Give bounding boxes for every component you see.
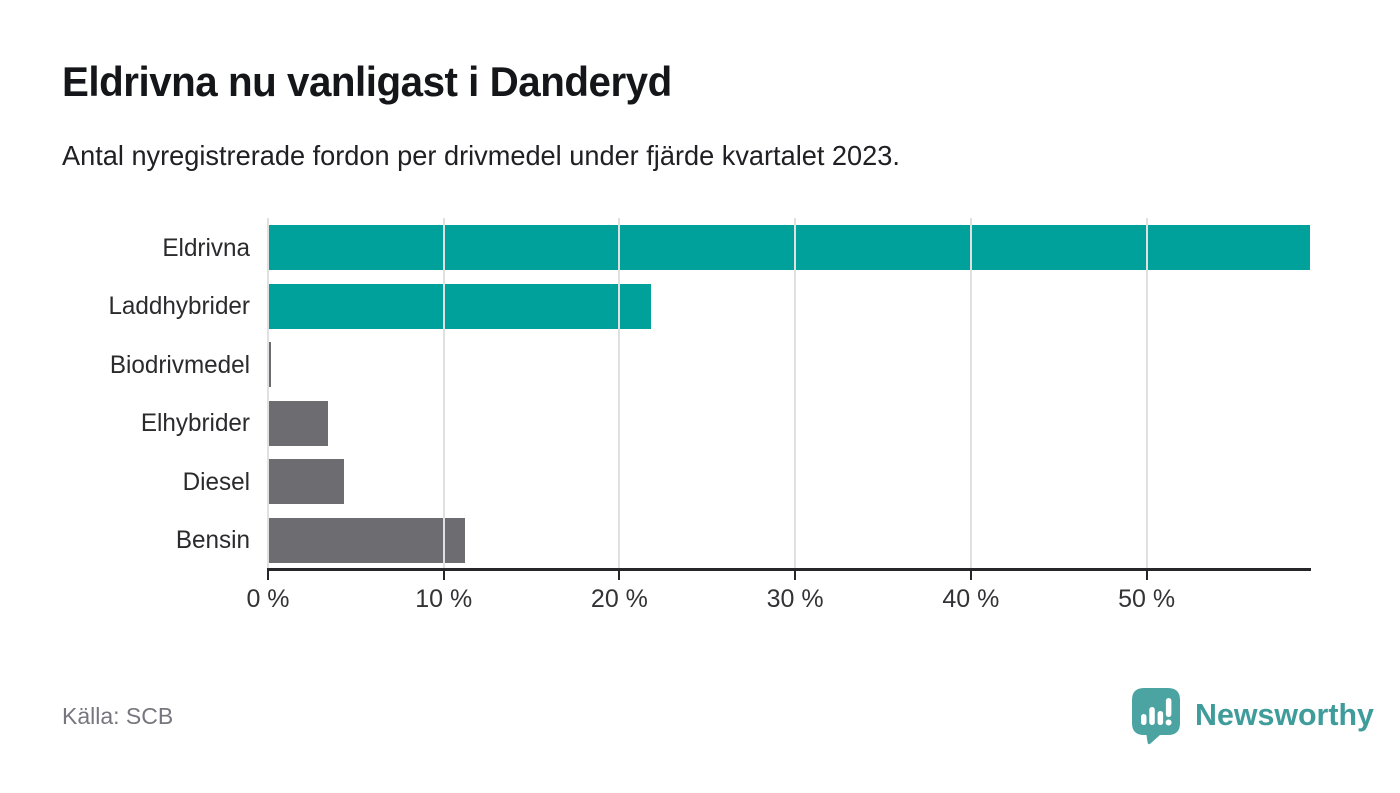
category-label: Elhybrider <box>140 409 250 437</box>
axis-tick-label: 30 % <box>766 585 824 613</box>
category-label: Laddhybrider <box>108 292 250 320</box>
gridline <box>1145 218 1148 570</box>
axis-tick <box>969 571 972 580</box>
category-label: Biodrivmedel <box>109 350 250 379</box>
axis-tick <box>442 571 445 580</box>
source-label: Källa: SCB <box>62 703 174 729</box>
category-label: Eldrivna <box>162 233 250 262</box>
category-label: Bensin <box>175 526 250 554</box>
newsworthy-logo: Newsworthy <box>1131 687 1378 745</box>
axis-tick-label: 50 % <box>1118 585 1176 613</box>
axis-tick-label: 20 % <box>590 585 648 613</box>
newsworthy-logo-icon <box>1132 688 1180 745</box>
bar-elhybrider <box>268 400 328 446</box>
chart-subtitle: Antal nyregistrerade fordon per drivmede… <box>62 140 900 171</box>
axis-tick <box>618 571 621 580</box>
category-label: Diesel <box>182 467 250 496</box>
bar-laddhybrider <box>268 283 652 329</box>
gridline <box>442 218 445 570</box>
axis-tick-label: 0 % <box>246 585 290 613</box>
newsworthy-logo-text: Newsworthy <box>1195 697 1374 732</box>
axis-tick <box>267 571 269 580</box>
gridline <box>618 218 621 570</box>
bar-eldrivna <box>268 225 1310 270</box>
bar-biodrivmedel <box>268 342 271 387</box>
x-axis-line <box>267 568 1311 571</box>
axis-tick <box>794 571 797 580</box>
axis-tick-label: 40 % <box>942 585 1000 613</box>
gridline <box>267 218 269 570</box>
axis-tick-label: 10 % <box>415 585 473 613</box>
gridline <box>794 218 797 570</box>
gridline <box>969 218 972 570</box>
page-title: Eldrivna nu vanligast i Danderyd <box>62 58 672 105</box>
bar-diesel <box>268 459 344 504</box>
bar-bensin <box>268 517 465 563</box>
axis-tick <box>1145 571 1148 580</box>
